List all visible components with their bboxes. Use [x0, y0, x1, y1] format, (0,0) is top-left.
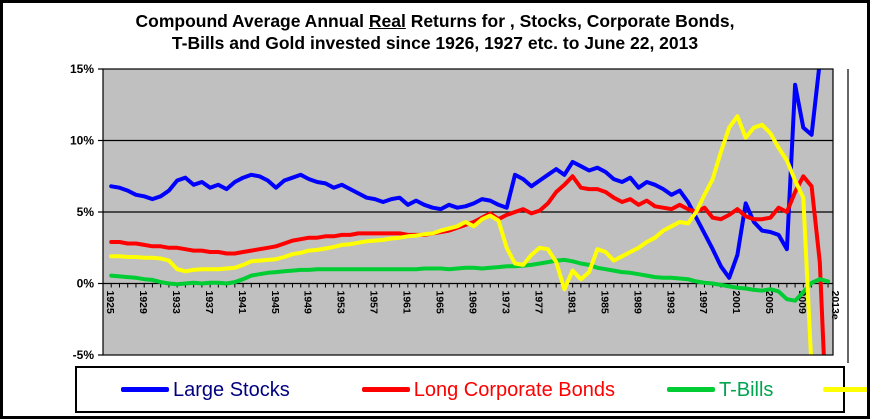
chart-canvas: 1925 1929 1933 1937 1941 1945 1949 1953 1957 1961… [70, 62, 849, 363]
x-tick-label: 1989 [631, 291, 643, 315]
chart-legend: Large Stocks Long Corporate Bonds T-Bill… [75, 366, 867, 413]
gold-line-swatch [823, 387, 867, 392]
plot-border [102, 68, 834, 356]
x-tick-label: 1937 [203, 291, 215, 315]
chart-title-line2: T-Bills and Gold invested since 1926, 19… [171, 33, 699, 53]
series-line-gold [109, 114, 813, 355]
x-tick-label: 1993 [664, 291, 676, 315]
x-tick-label: 2005 [763, 291, 775, 315]
series-line-t-bills [109, 257, 831, 303]
x-tick-label: 2001 [730, 291, 742, 315]
legend-label-large-stocks: Large Stocks [173, 378, 290, 401]
x-tick-label: 1941 [236, 291, 248, 315]
x-tick-label: 1925 [104, 291, 116, 315]
x-tick-label: 1973 [499, 291, 511, 315]
y-tick-label: 0% [77, 277, 95, 291]
x-tick-label: 2013e [829, 291, 841, 320]
chart-title: Compound Average Annual Real Returns for… [3, 10, 867, 54]
x-tick-label: 1981 [565, 291, 577, 315]
y-tick-label: -5% [73, 348, 95, 362]
x-tick-label: 1957 [368, 291, 380, 315]
x-tick-label: 1985 [598, 291, 610, 315]
chart-title-line1: Compound Average Annual Real Returns for… [3, 10, 867, 32]
large-stocks-line-swatch [121, 387, 169, 392]
y-tick-label: 10% [70, 134, 94, 148]
corporate-bonds-line-swatch [361, 387, 410, 392]
x-tick-label: 1965 [434, 291, 446, 315]
title-part-underlined: Real [368, 11, 406, 31]
y-tick-label: 15% [70, 62, 94, 76]
title-part-suffix: Returns for , Stocks, Corporate Bonds, [405, 11, 735, 31]
x-tick-label: 1969 [467, 291, 479, 315]
x-tick-label: 1945 [269, 291, 281, 315]
y-tick-label: 5% [77, 205, 95, 219]
legend-label-t-bills: T-Bills [718, 378, 774, 401]
legend-item-gold: Gold [823, 380, 867, 400]
t-bills-line-swatch [666, 387, 715, 392]
legend-label-long-corporate-bonds: Long Corporate Bonds [413, 378, 615, 401]
legend-item-large-stocks: Large Stocks [121, 380, 290, 400]
x-tick-label: 1953 [335, 291, 347, 315]
x-tick-label: 1977 [532, 291, 544, 315]
x-tick-label: 1949 [302, 291, 314, 315]
x-tick-label: 1961 [401, 291, 413, 315]
x-tick-label: 1997 [697, 291, 709, 315]
legend-item-t-bills: T-Bills [666, 378, 774, 401]
series-layer [109, 69, 831, 355]
title-part-prefix: Compound Average Annual [135, 11, 369, 31]
series-line-large-stocks [109, 69, 822, 280]
legend-item-long-corporate-bonds: Long Corporate Bonds [361, 378, 615, 401]
x-tick-label: 1933 [170, 291, 182, 315]
x-tick-label: 1929 [137, 291, 149, 315]
